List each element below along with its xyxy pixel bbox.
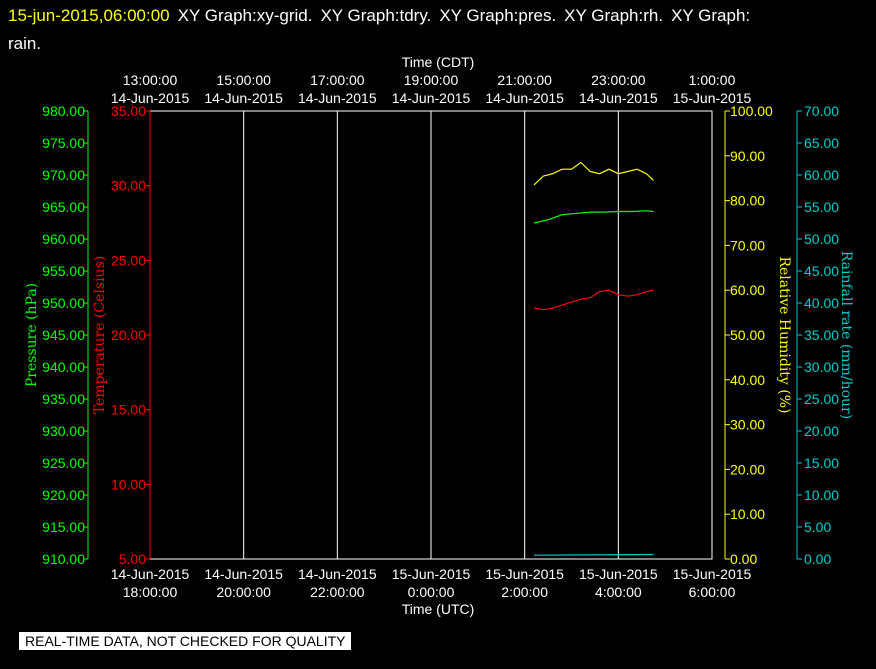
rain-tick-label: 5.00 bbox=[804, 519, 831, 535]
rain-tick-label: 35.00 bbox=[804, 327, 839, 343]
top-tick-date: 14-Jun-2015 bbox=[579, 90, 658, 106]
rh-tick-label: 50.00 bbox=[730, 327, 765, 343]
pres-tick-label: 935.00 bbox=[42, 391, 85, 407]
pres-tick-label: 925.00 bbox=[42, 455, 85, 471]
top-tick-date: 14-Jun-2015 bbox=[392, 90, 471, 106]
pres-tick-label: 940.00 bbox=[42, 359, 85, 375]
rain-tick-label: 50.00 bbox=[804, 231, 839, 247]
rh-tick-label: 60.00 bbox=[730, 282, 765, 298]
rain-tick-label: 65.00 bbox=[804, 135, 839, 151]
bottom-tick-date: 15-Jun-2015 bbox=[485, 566, 564, 582]
top-tick-time: 23:00:00 bbox=[591, 72, 646, 88]
pres-tick-label: 955.00 bbox=[42, 263, 85, 279]
bottom-axis-title: Time (UTC) bbox=[402, 601, 475, 617]
pres-tick-label: 960.00 bbox=[42, 231, 85, 247]
chart-header: 15-jun-2015,06:00:00 XY Graph:xy-grid. XY … bbox=[8, 2, 858, 58]
rain-tick-label: 15.00 bbox=[804, 455, 839, 471]
bottom-tick-time: 4:00:00 bbox=[595, 584, 642, 600]
tdry-axis-title: Temperature (Celsius) bbox=[92, 256, 108, 414]
rh-axis-title: Relative Humidity (%) bbox=[776, 256, 792, 413]
bottom-tick-date: 15-Jun-2015 bbox=[392, 566, 471, 582]
top-tick-time: 1:00:00 bbox=[689, 72, 736, 88]
pres-tick-label: 980.00 bbox=[42, 103, 85, 119]
pres-tick-label: 975.00 bbox=[42, 135, 85, 151]
rain-tick-label: 20.00 bbox=[804, 423, 839, 439]
rh-tick-label: 30.00 bbox=[730, 417, 765, 433]
rain-tick-label: 10.00 bbox=[804, 487, 839, 503]
top-tick-date: 14-Jun-2015 bbox=[111, 90, 190, 106]
pres-tick-label: 920.00 bbox=[42, 487, 85, 503]
tdry-tick-label: 15.00 bbox=[111, 402, 146, 418]
top-tick-time: 19:00:00 bbox=[404, 72, 459, 88]
rain-tick-label: 45.00 bbox=[804, 263, 839, 279]
pres-tick-label: 930.00 bbox=[42, 423, 85, 439]
tdry-tick-label: 30.00 bbox=[111, 178, 146, 194]
top-tick-time: 13:00:00 bbox=[123, 72, 178, 88]
bottom-tick-date: 14-Jun-2015 bbox=[204, 566, 283, 582]
bottom-tick-time: 0:00:00 bbox=[408, 584, 455, 600]
rain-tick-label: 60.00 bbox=[804, 167, 839, 183]
pres-tick-label: 965.00 bbox=[42, 199, 85, 215]
header-title-grid: XY Graph:xy-grid. bbox=[177, 6, 313, 25]
rh-series-line bbox=[533, 161, 654, 186]
rh-tick-label: 40.00 bbox=[730, 372, 765, 388]
top-tick-date: 14-Jun-2015 bbox=[204, 90, 283, 106]
bottom-tick-date: 15-Jun-2015 bbox=[673, 566, 752, 582]
rh-tick-label: 70.00 bbox=[730, 237, 765, 253]
rain-tick-label: 70.00 bbox=[804, 103, 839, 119]
bottom-tick-time: 22:00:00 bbox=[310, 584, 365, 600]
bottom-tick-date: 14-Jun-2015 bbox=[298, 566, 377, 582]
tdry-tick-label: 20.00 bbox=[111, 327, 146, 343]
bottom-tick-date: 14-Jun-2015 bbox=[111, 566, 190, 582]
tdry-series-line bbox=[533, 289, 654, 311]
pres-tick-label: 970.00 bbox=[42, 167, 85, 183]
tdry-tick-label: 5.00 bbox=[119, 551, 146, 567]
top-axis-title: Time (CDT) bbox=[402, 54, 475, 70]
rh-tick-label: 80.00 bbox=[730, 193, 765, 209]
header-timestamp: 15-jun-2015,06:00:00 bbox=[8, 6, 170, 25]
pres-tick-label: 915.00 bbox=[42, 519, 85, 535]
rain-series-line bbox=[533, 553, 654, 556]
rain-axis-title: Rainfall rate (mm/hour) bbox=[838, 251, 854, 419]
quality-notice: REAL-TIME DATA, NOT CHECKED FOR QUALITY bbox=[19, 632, 352, 650]
rh-tick-label: 10.00 bbox=[730, 506, 765, 522]
pres-tick-label: 910.00 bbox=[42, 551, 85, 567]
bottom-tick-time: 2:00:00 bbox=[501, 584, 548, 600]
rain-tick-label: 25.00 bbox=[804, 391, 839, 407]
top-tick-time: 15:00:00 bbox=[216, 72, 271, 88]
top-tick-date: 14-Jun-2015 bbox=[298, 90, 377, 106]
rain-tick-label: 55.00 bbox=[804, 199, 839, 215]
rain-tick-label: 0.00 bbox=[804, 551, 831, 567]
top-tick-time: 17:00:00 bbox=[310, 72, 365, 88]
rh-tick-label: 20.00 bbox=[730, 461, 765, 477]
header-title-rain-b: rain. bbox=[8, 34, 42, 53]
pres-axis-title: Pressure (hPa) bbox=[24, 283, 40, 387]
pres-series-line bbox=[533, 210, 654, 224]
rh-tick-label: 90.00 bbox=[730, 148, 765, 164]
rh-tick-label: 100.00 bbox=[730, 103, 773, 119]
rain-tick-label: 30.00 bbox=[804, 359, 839, 375]
bottom-tick-date: 15-Jun-2015 bbox=[579, 566, 658, 582]
pres-tick-label: 945.00 bbox=[42, 327, 85, 343]
header-title-rh: XY Graph:rh. bbox=[564, 6, 664, 25]
rain-tick-label: 40.00 bbox=[804, 295, 839, 311]
bottom-tick-time: 6:00:00 bbox=[689, 584, 736, 600]
tdry-tick-label: 10.00 bbox=[111, 476, 146, 492]
tdry-tick-label: 25.00 bbox=[111, 252, 146, 268]
header-title-pres: XY Graph:pres. bbox=[439, 6, 557, 25]
rh-tick-label: 0.00 bbox=[730, 551, 757, 567]
top-tick-date: 14-Jun-2015 bbox=[485, 90, 564, 106]
top-tick-date: 15-Jun-2015 bbox=[673, 90, 752, 106]
header-title-tdry: XY Graph:tdry. bbox=[320, 6, 432, 25]
tdry-tick-label: 35.00 bbox=[111, 103, 146, 119]
bottom-tick-time: 20:00:00 bbox=[216, 584, 271, 600]
bottom-tick-time: 18:00:00 bbox=[123, 584, 178, 600]
top-tick-time: 21:00:00 bbox=[497, 72, 552, 88]
header-title-rain-a: XY Graph: bbox=[671, 6, 751, 25]
pres-tick-label: 950.00 bbox=[42, 295, 85, 311]
